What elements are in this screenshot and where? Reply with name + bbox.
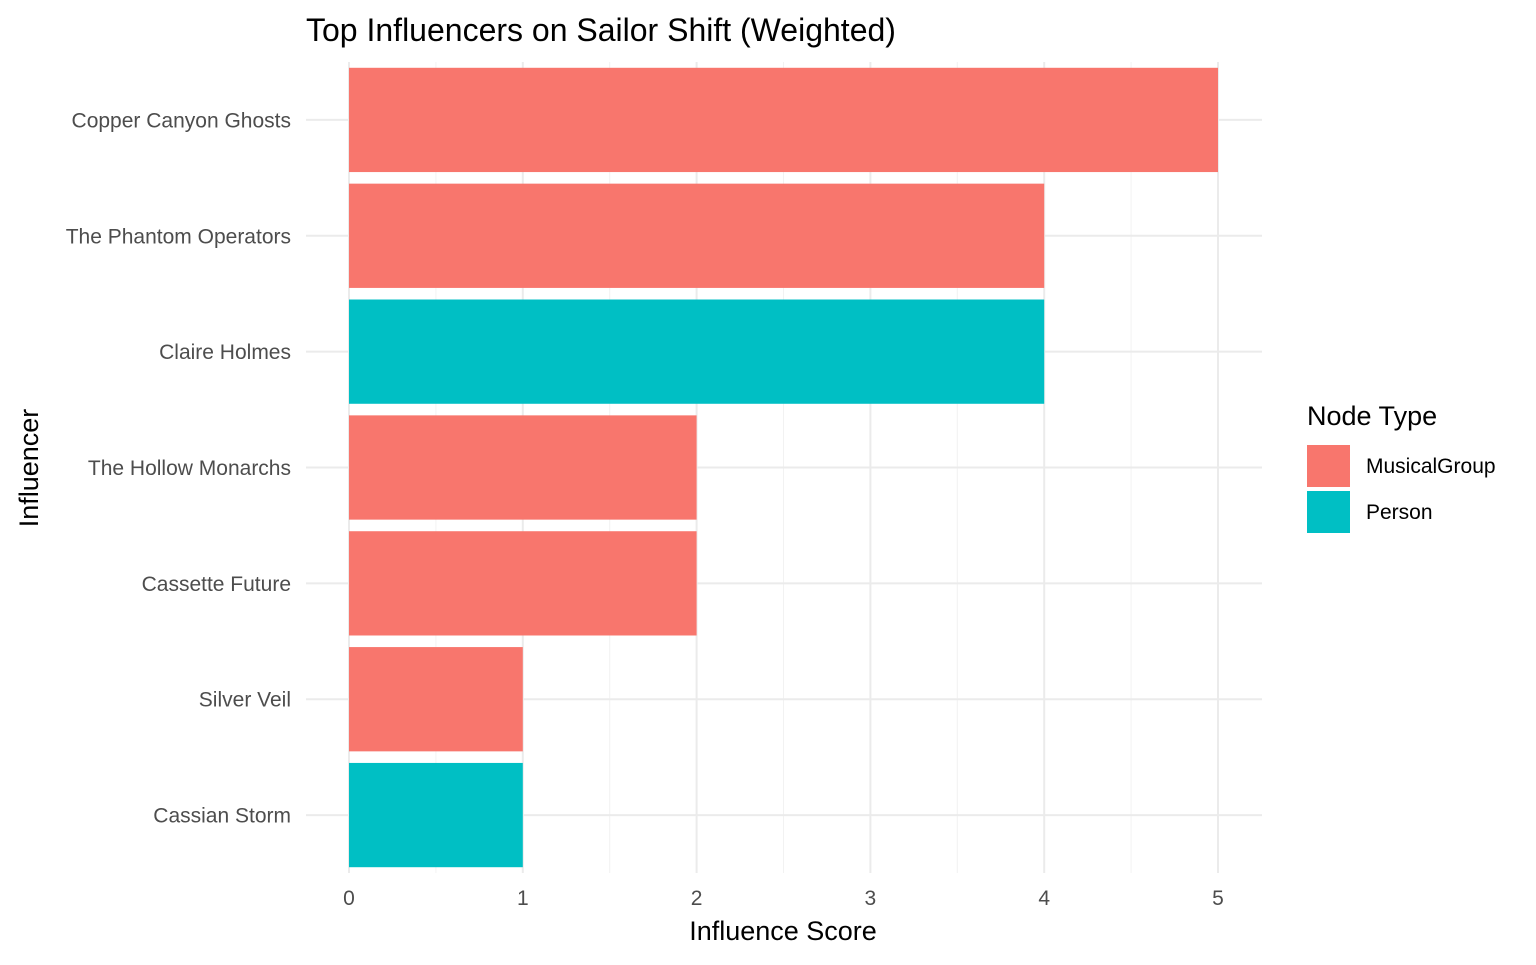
x-tick-label: 4 xyxy=(1038,887,1050,910)
y-tick-label: The Phantom Operators xyxy=(66,225,291,248)
legend-label: Person xyxy=(1366,501,1433,524)
x-tick-label: 2 xyxy=(691,887,703,910)
legend-title: Node Type xyxy=(1307,401,1437,431)
y-axis-title: Influencer xyxy=(14,409,44,528)
y-axis-ticks: Copper Canyon Ghosts The Phantom Operator… xyxy=(66,109,291,827)
chart-title: Top Influencers on Sailor Shift (Weighte… xyxy=(306,12,896,48)
bar xyxy=(349,531,697,636)
y-tick-label: The Hollow Monarchs xyxy=(88,457,291,480)
legend-key xyxy=(1307,491,1350,533)
bar xyxy=(349,183,1045,288)
x-tick-label: 0 xyxy=(343,887,355,910)
legend-label: MusicalGroup xyxy=(1366,455,1496,478)
y-tick-label: Cassian Storm xyxy=(153,805,291,828)
legend: Node Type MusicalGroup Person xyxy=(1307,401,1496,533)
y-tick-label: Cassette Future xyxy=(142,573,291,596)
x-axis-title: Influence Score xyxy=(689,916,877,946)
bar xyxy=(349,762,523,868)
x-tick-label: 5 xyxy=(1212,887,1224,910)
y-tick-label: Copper Canyon Ghosts xyxy=(72,109,291,132)
bar xyxy=(349,299,1045,404)
x-axis-ticks: 0 1 2 3 4 5 xyxy=(343,887,1224,910)
x-tick-label: 3 xyxy=(865,887,877,910)
bar xyxy=(349,67,1218,173)
x-tick-label: 1 xyxy=(517,887,529,910)
y-tick-label: Silver Veil xyxy=(199,689,291,712)
bars xyxy=(349,67,1218,868)
bar xyxy=(349,415,697,520)
y-tick-label: Claire Holmes xyxy=(159,341,291,364)
legend-key xyxy=(1307,445,1350,487)
bar xyxy=(349,647,523,752)
